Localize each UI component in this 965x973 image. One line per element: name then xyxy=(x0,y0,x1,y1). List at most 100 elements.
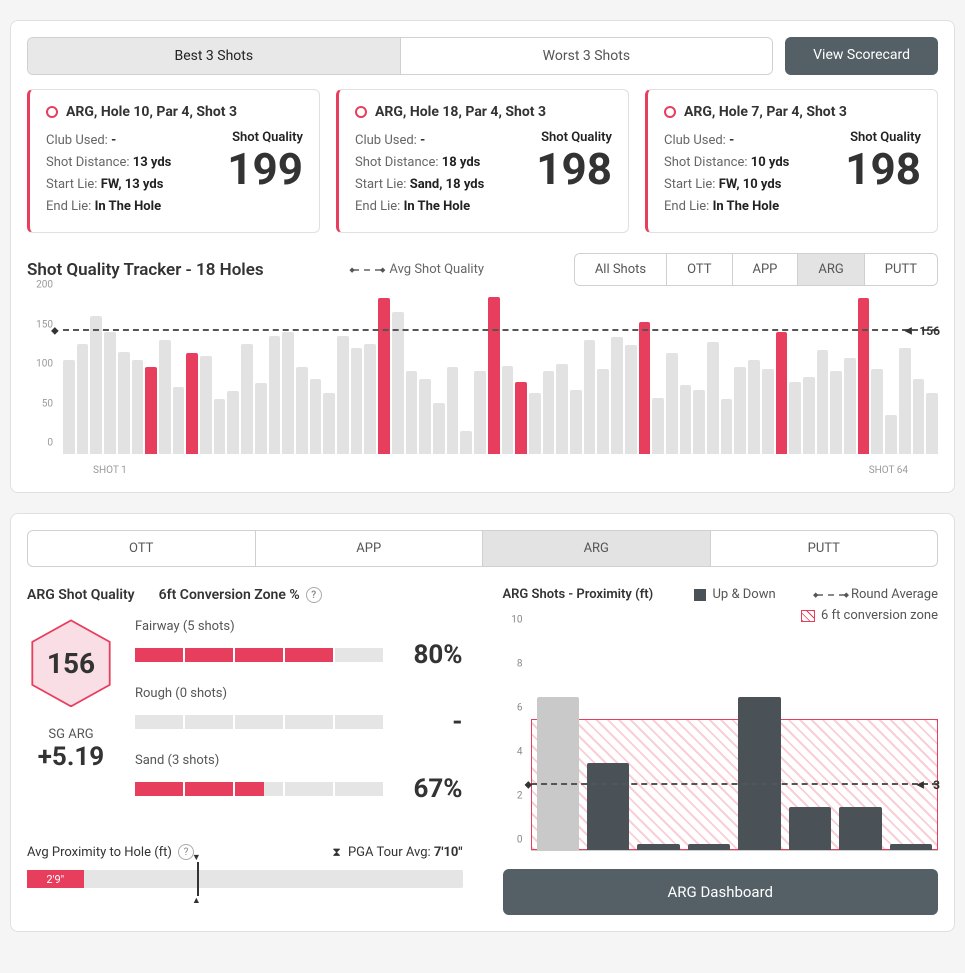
tracker-bar[interactable] xyxy=(830,371,842,454)
tracker-bar[interactable] xyxy=(625,345,637,454)
tracker-bar[interactable] xyxy=(556,364,568,455)
pga-label: PGA Tour Avg: xyxy=(348,845,431,860)
tracker-bar[interactable] xyxy=(200,356,212,455)
tracker-bar[interactable] xyxy=(529,393,541,455)
tracker-bar[interactable] xyxy=(680,385,692,455)
tracker-bar[interactable] xyxy=(364,344,376,455)
proximity-bar[interactable] xyxy=(637,844,679,851)
prox-head: Avg Proximity to Hole (ft) ? ⧗ PGA Tour … xyxy=(27,844,463,860)
tracker-bar[interactable] xyxy=(63,360,75,455)
card-score: Shot Quality 198 xyxy=(536,130,612,218)
tracker-bar[interactable] xyxy=(789,382,801,455)
proximity-bar[interactable] xyxy=(738,697,780,850)
tracker-bar[interactable] xyxy=(227,391,239,454)
tracker-bar[interactable] xyxy=(159,340,171,455)
hexagon-value: 156 xyxy=(29,621,113,705)
proximity-chart: 0246810 ◆ ◀ 3 xyxy=(503,631,939,851)
tracker-bar[interactable] xyxy=(337,336,349,455)
tracker-bar[interactable] xyxy=(858,298,870,454)
tracker-bar[interactable] xyxy=(871,369,883,454)
tracker-bar[interactable] xyxy=(707,342,719,454)
tracker-bar[interactable] xyxy=(913,379,925,455)
lower-tab-putt[interactable]: PUTT xyxy=(711,531,938,566)
tracker-bar[interactable] xyxy=(378,298,390,454)
tracker-bar[interactable] xyxy=(734,367,746,454)
tracker-bar[interactable] xyxy=(255,383,267,454)
tracker-bar[interactable] xyxy=(351,348,363,455)
filter-tab-all-shots[interactable]: All Shots xyxy=(575,254,667,285)
tracker-bar[interactable] xyxy=(666,353,678,454)
avg-value-label: 156 xyxy=(919,324,940,338)
tracker-bar[interactable] xyxy=(926,393,938,455)
tracker-bar[interactable] xyxy=(817,350,829,454)
tracker-bar[interactable] xyxy=(214,399,226,454)
tracker-bar[interactable] xyxy=(543,371,555,454)
legend-conv-zone: 6 ft conversion zone xyxy=(801,608,938,623)
proximity-bar[interactable] xyxy=(789,807,831,851)
tracker-bar[interactable] xyxy=(488,297,500,454)
proximity-bar[interactable] xyxy=(688,844,730,851)
lower-tab-app[interactable]: APP xyxy=(256,531,484,566)
tracker-bar[interactable] xyxy=(639,322,651,455)
tracker-bar[interactable] xyxy=(132,360,144,455)
tracker-bar[interactable] xyxy=(474,371,486,454)
seg-best-shots[interactable]: Best 3 Shots xyxy=(28,38,401,74)
lower-tab-ott[interactable]: OTT xyxy=(28,531,256,566)
filter-tab-app[interactable]: APP xyxy=(733,254,799,285)
lower-tab-arg[interactable]: ARG xyxy=(483,531,711,566)
tracker-bar[interactable] xyxy=(584,340,596,455)
tracker-bar[interactable] xyxy=(310,379,322,454)
tracker-bar[interactable] xyxy=(323,393,335,455)
conv-percent: 67% xyxy=(403,774,463,804)
tracker-bar[interactable] xyxy=(296,367,308,454)
tracker-bar[interactable] xyxy=(597,369,609,454)
top-tab-row: Best 3 Shots Worst 3 Shots View Scorecar… xyxy=(27,37,938,75)
tracker-bar[interactable] xyxy=(173,387,185,454)
tracker-bar[interactable] xyxy=(693,390,705,455)
tracker-bar[interactable] xyxy=(652,398,664,455)
tracker-bar[interactable] xyxy=(570,390,582,455)
tracker-bar[interactable] xyxy=(611,337,623,454)
prox-bar-wrap: 2'9" xyxy=(27,870,463,900)
tracker-bar[interactable] xyxy=(776,332,788,454)
tracker-bar[interactable] xyxy=(762,369,774,454)
tracker-bar[interactable] xyxy=(118,352,130,455)
view-scorecard-button[interactable]: View Scorecard xyxy=(785,37,938,75)
filter-tab-arg[interactable]: ARG xyxy=(798,254,864,285)
tracker-bar[interactable] xyxy=(885,415,897,455)
card-score: Shot Quality 198 xyxy=(845,130,921,218)
tracker-bar[interactable] xyxy=(104,332,116,454)
tracker-bar[interactable] xyxy=(186,353,198,454)
arg-dashboard-button[interactable]: ARG Dashboard xyxy=(503,869,939,915)
tracker-bar[interactable] xyxy=(447,367,459,454)
best-worst-segment: Best 3 Shots Worst 3 Shots xyxy=(27,37,773,75)
tracker-bar[interactable] xyxy=(145,367,157,454)
tracker-bar[interactable] xyxy=(515,382,527,455)
tracker-bar[interactable] xyxy=(90,316,102,454)
tracker-bar[interactable] xyxy=(502,366,514,454)
tracker-bar[interactable] xyxy=(77,344,89,455)
tracker-bar[interactable] xyxy=(803,377,815,454)
seg-worst-shots[interactable]: Worst 3 Shots xyxy=(401,38,773,74)
tracker-bar[interactable] xyxy=(748,360,760,455)
proximity-bar[interactable] xyxy=(890,844,932,851)
tracker-bar[interactable] xyxy=(392,312,404,454)
tracker-bar[interactable] xyxy=(721,399,733,454)
tracker-bar[interactable] xyxy=(433,403,445,454)
tracker-bar[interactable] xyxy=(241,344,253,455)
tracker-bar[interactable] xyxy=(460,431,472,455)
filter-tab-ott[interactable]: OTT xyxy=(667,254,732,285)
tracker-bar[interactable] xyxy=(269,336,281,455)
proximity-bar[interactable] xyxy=(587,763,629,851)
tracker-bar[interactable] xyxy=(282,332,294,454)
card-title: ARG, Hole 10, Par 4, Shot 3 xyxy=(66,104,237,120)
lower-tabs: OTTAPPARGPUTT xyxy=(27,530,938,567)
proximity-bar[interactable] xyxy=(839,807,881,851)
filter-tab-putt[interactable]: PUTT xyxy=(865,254,937,285)
help-icon[interactable]: ? xyxy=(306,587,322,603)
proximity-bar[interactable] xyxy=(537,697,579,850)
tracker-bar[interactable] xyxy=(844,358,856,454)
tracker-bar[interactable] xyxy=(899,348,911,455)
tracker-bar[interactable] xyxy=(419,379,431,454)
tracker-bar[interactable] xyxy=(406,371,418,454)
